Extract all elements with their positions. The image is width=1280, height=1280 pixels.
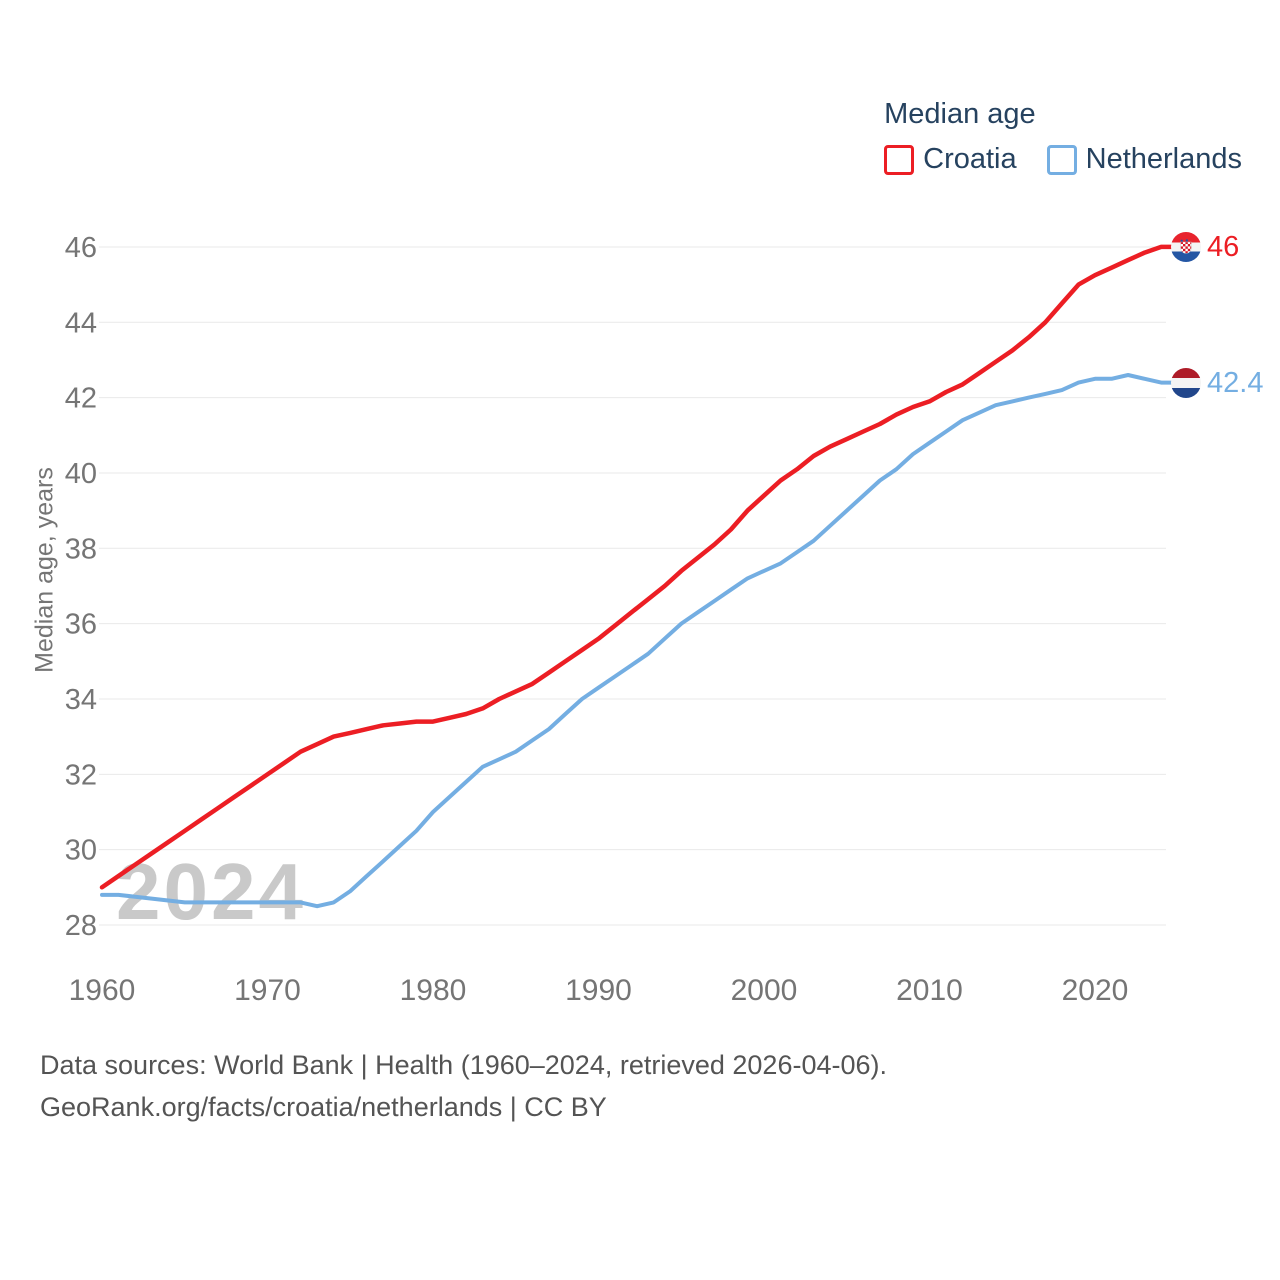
y-tick-label: 38 (65, 533, 97, 565)
legend-item-croatia[interactable]: Croatia (884, 143, 1017, 176)
netherlands-series-line (100, 373, 1174, 909)
y-tick-label: 30 (65, 835, 97, 867)
y-tick-label: 40 (65, 458, 97, 490)
netherlands-end-value: 42.4 (1207, 367, 1264, 399)
legend: Median age Croatia Netherlands (884, 98, 1242, 176)
x-tick-label: 2000 (731, 974, 798, 1007)
y-tick-label: 34 (65, 684, 97, 716)
y-axis-title: Median age, years (30, 467, 59, 673)
legend-title: Median age (884, 98, 1036, 130)
legend-item-netherlands[interactable]: Netherlands (1046, 143, 1242, 176)
data-sources-text: Data sources: World Bank | Health (1960–… (40, 1050, 887, 1080)
y-tick-label: 32 (65, 759, 97, 791)
x-tick-label: 1970 (234, 974, 301, 1007)
y-tick-label: 46 (65, 232, 97, 264)
x-tick-label: 2020 (1062, 974, 1129, 1007)
x-tick-label: 1960 (69, 974, 136, 1007)
y-tick-label: 36 (65, 609, 97, 641)
x-tick-label: 1990 (565, 974, 632, 1007)
legend-label-croatia: Croatia (923, 143, 1017, 175)
croatia-series-line (99, 244, 1175, 890)
croatia-flag-icon (1171, 232, 1201, 262)
y-tick-label: 28 (65, 910, 97, 942)
attribution-text: GeoRank.org/facts/croatia/netherlands | … (40, 1092, 607, 1122)
watermark-year: 2024 (116, 847, 306, 936)
croatia-series-swatch (884, 144, 915, 175)
legend-items: Croatia Netherlands (884, 143, 1242, 176)
footer: Data sources: World Bank | Health (1960–… (40, 1044, 887, 1128)
legend-label-netherlands: Netherlands (1085, 143, 1242, 175)
netherlands-flag-icon (1171, 368, 1201, 398)
y-tick-label: 44 (65, 307, 97, 339)
x-tick-label: 2010 (896, 974, 963, 1007)
x-tick-label: 1980 (400, 974, 467, 1007)
y-tick-label: 42 (65, 383, 97, 415)
netherlands-series-swatch (1046, 144, 1077, 175)
croatia-end-value: 46 (1207, 231, 1240, 263)
